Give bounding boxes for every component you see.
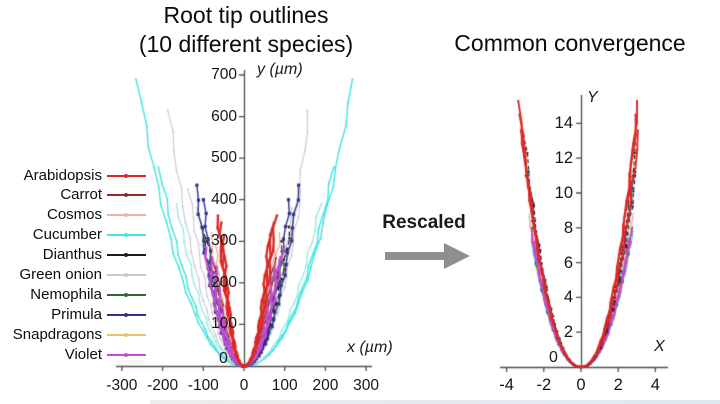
rescaled-arrow-head-icon [444, 243, 470, 269]
y-tick-label: 200 [211, 273, 237, 291]
x-tick-label: 0 [576, 376, 586, 394]
x-tick-label: 0 [239, 377, 249, 394]
legend-marker-dot [124, 193, 128, 198]
x-tick-label: 2 [613, 376, 623, 394]
legend-marker-dot [124, 273, 128, 277]
y-tick-label: 600 [211, 107, 237, 125]
y-tick-label: 500 [211, 149, 237, 167]
x-tick-label: 200 [312, 377, 339, 394]
y-tick-label: 6 [563, 253, 573, 272]
legend-marker-dot [124, 312, 128, 317]
x-tick-label: 100 [271, 377, 298, 394]
left-chart-title: Root tip outlines (10 different species) [115, 1, 377, 59]
y-tick-label: 100 [211, 315, 237, 333]
legend-marker-dot [124, 253, 128, 258]
legend-marker-dot [124, 332, 128, 337]
y-tick-label: 300 [211, 232, 237, 250]
legend-marker-dot [124, 233, 128, 238]
left-y-axis-label: y (µm) [257, 61, 303, 78]
rescaled-arrow-shaft [385, 252, 445, 260]
legend-label: Green onion [19, 266, 102, 283]
legend-marker-dot [124, 173, 128, 178]
right-y-origin-label: 0 [549, 349, 558, 366]
right-chart-title: Common convergence [454, 30, 686, 56]
left-y-origin-label: 0 [219, 350, 228, 367]
right-x-axis-label: X [654, 338, 665, 355]
y-tick-label: 12 [554, 149, 573, 168]
legend-marker-dot [124, 292, 128, 297]
x-tick-label: -100 [187, 377, 219, 394]
legend-label: Cucumber [32, 226, 102, 244]
y-tick-label: 14 [554, 114, 573, 133]
left-chart-title-line2: (10 different species) [138, 31, 354, 57]
y-tick-label: 10 [554, 184, 573, 202]
x-tick-label: -300 [106, 377, 138, 394]
y-tick-label: 8 [563, 218, 573, 237]
y-tick-label: 400 [211, 190, 237, 208]
legend-label: Snapdragons [12, 325, 102, 343]
legend-label: Arabidopsis [23, 166, 102, 184]
x-tick-label: -200 [147, 377, 179, 394]
legend-label: Nemophila [30, 285, 102, 303]
left-x-axis-label: x (µm) [347, 339, 393, 356]
bottom-edge-artifact [150, 400, 720, 404]
x-tick-label: 300 [353, 377, 380, 394]
legend-label: Cosmos [46, 206, 102, 224]
legend-marker-dot [124, 213, 128, 218]
legend-label: Dianthus [42, 246, 102, 264]
x-tick-label: 4 [650, 376, 660, 394]
x-tick-label: -4 [499, 376, 514, 394]
right-y-axis-label: Y [587, 89, 598, 106]
rescaled-label: Rescaled [382, 212, 466, 233]
x-tick-label: -2 [536, 376, 552, 394]
y-tick-label: 2 [563, 323, 573, 342]
legend-marker-dot [124, 352, 128, 357]
legend-label: Carrot [60, 186, 102, 204]
left-chart-title-line1: Root tip outlines [163, 2, 329, 28]
legend-label: Primula [51, 305, 102, 323]
legend-label: Violet [64, 345, 102, 363]
y-tick-label: 700 [211, 66, 237, 83]
y-tick-label: 4 [563, 288, 573, 307]
